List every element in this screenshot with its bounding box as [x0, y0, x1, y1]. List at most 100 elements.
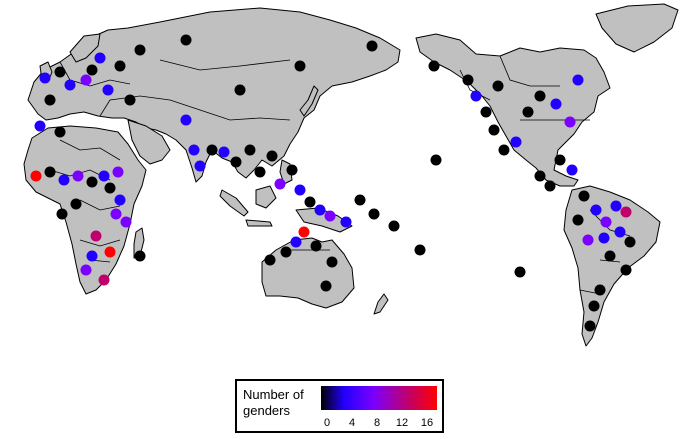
site-marker	[290, 236, 302, 248]
site-marker	[234, 84, 246, 96]
site-marker	[114, 194, 126, 206]
site-marker	[470, 90, 482, 102]
legend: Number of genders 0 4 8 12 16	[235, 379, 444, 433]
site-marker	[120, 216, 132, 228]
site-marker	[54, 126, 66, 138]
site-marker	[110, 208, 122, 220]
site-marker	[280, 246, 292, 258]
land-australia	[261, 237, 355, 309]
site-marker	[98, 170, 110, 182]
site-marker	[534, 90, 546, 102]
site-marker	[34, 120, 46, 132]
site-marker	[368, 208, 380, 220]
site-marker	[554, 154, 566, 166]
site-marker	[274, 178, 286, 190]
site-marker	[600, 216, 612, 228]
site-marker	[102, 84, 114, 96]
site-marker	[304, 196, 316, 208]
site-marker	[414, 244, 426, 256]
site-marker	[104, 246, 116, 258]
site-marker	[340, 216, 352, 228]
site-marker	[298, 226, 310, 238]
site-marker	[86, 250, 98, 262]
site-marker	[114, 60, 126, 72]
site-marker	[584, 320, 596, 332]
land-sumatra	[219, 189, 249, 217]
site-marker	[590, 204, 602, 216]
site-marker	[624, 236, 636, 248]
site-marker	[614, 226, 626, 238]
site-marker	[498, 144, 510, 156]
site-marker	[388, 220, 400, 232]
site-marker	[514, 266, 526, 278]
site-marker	[70, 198, 82, 210]
site-marker	[492, 80, 504, 92]
site-marker	[90, 230, 102, 242]
site-marker	[430, 154, 442, 166]
site-marker	[564, 116, 576, 128]
site-marker	[326, 256, 338, 268]
site-marker	[544, 180, 556, 192]
site-marker	[264, 254, 276, 266]
site-marker	[80, 74, 92, 86]
site-marker	[620, 206, 632, 218]
site-marker	[39, 72, 51, 84]
land-north-america	[415, 33, 611, 187]
site-marker	[488, 124, 500, 136]
site-marker	[218, 146, 230, 158]
site-marker	[58, 174, 70, 186]
site-marker	[310, 240, 322, 252]
site-marker	[578, 190, 590, 202]
site-marker	[610, 200, 622, 212]
site-marker	[44, 166, 56, 178]
site-marker	[294, 60, 306, 72]
site-marker	[94, 52, 106, 64]
land-greenland	[595, 3, 679, 53]
land-new-zealand	[373, 293, 389, 315]
site-marker	[244, 144, 256, 156]
site-marker	[112, 166, 124, 178]
site-marker	[86, 176, 98, 188]
legend-tick: 8	[373, 417, 381, 429]
legend-color-scale	[321, 386, 437, 410]
site-marker	[572, 214, 584, 226]
site-marker	[230, 156, 242, 168]
site-marker	[44, 94, 56, 106]
site-marker	[180, 34, 192, 46]
site-marker	[98, 274, 110, 286]
site-marker	[180, 114, 192, 126]
site-marker	[266, 150, 278, 162]
land-java	[245, 219, 273, 227]
site-marker	[354, 194, 366, 206]
site-marker	[194, 160, 206, 172]
site-marker	[64, 79, 76, 91]
legend-tick: 4	[348, 417, 356, 429]
site-marker	[510, 136, 522, 148]
land-eurasia	[27, 7, 401, 183]
site-marker	[294, 184, 306, 196]
site-marker	[134, 44, 146, 56]
site-marker	[134, 250, 146, 262]
site-marker	[582, 234, 594, 246]
site-marker	[72, 170, 84, 182]
legend-tick: 0	[323, 417, 331, 429]
site-marker	[462, 74, 474, 86]
site-marker	[598, 232, 610, 244]
site-marker	[86, 64, 98, 76]
legend-title: Number of genders	[243, 387, 304, 418]
site-marker	[56, 208, 68, 220]
site-marker	[286, 164, 298, 176]
site-marker	[366, 40, 378, 52]
land-japan	[299, 85, 319, 117]
site-marker	[594, 284, 606, 296]
survey-sites	[30, 34, 636, 332]
site-marker	[30, 170, 42, 182]
site-marker	[254, 166, 266, 178]
site-marker	[480, 106, 492, 118]
legend-tick: 16	[420, 417, 434, 429]
site-marker	[324, 210, 336, 222]
site-marker	[550, 98, 562, 110]
site-marker	[124, 94, 136, 106]
site-marker	[104, 182, 116, 194]
